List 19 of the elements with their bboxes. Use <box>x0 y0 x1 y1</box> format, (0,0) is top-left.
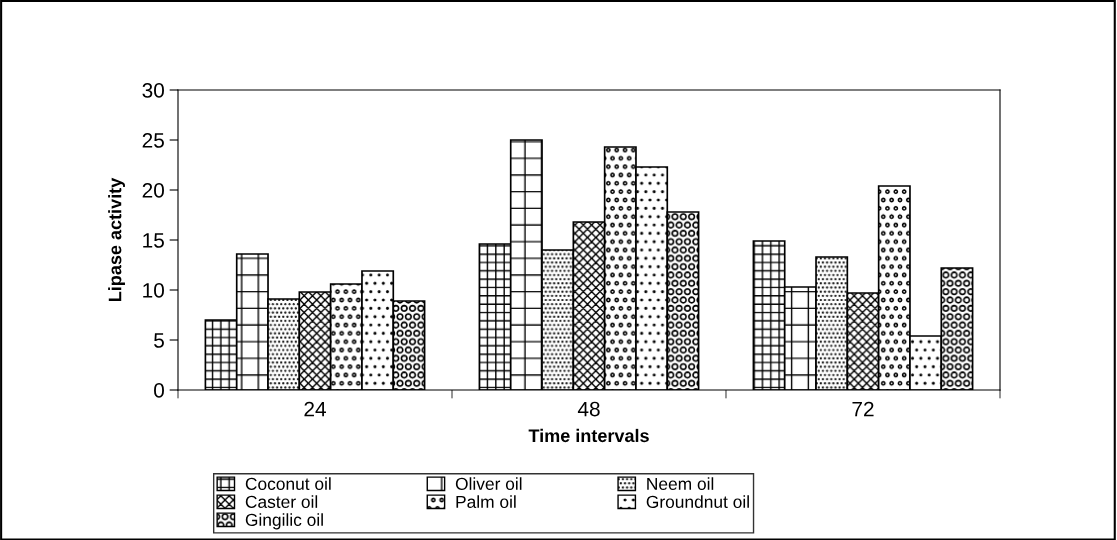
legend-label: Neem oil <box>647 477 714 490</box>
y-tick-label: 20 <box>142 183 164 198</box>
y-tick-label: 5 <box>154 333 164 348</box>
legend-label: Oliver oil <box>455 477 522 490</box>
legend-label: Caster oil <box>245 495 318 509</box>
y-tick-label: 25 <box>142 133 164 148</box>
legend-label: Groundnut oil <box>646 495 749 509</box>
legend-label: Palm oil <box>456 495 516 509</box>
x-axis-title: Time intervals <box>528 428 649 443</box>
y-axis-title: Lipase activity <box>108 177 125 302</box>
y-tick-label: 15 <box>143 233 164 248</box>
y-tick-label: 0 <box>154 383 164 398</box>
legend-label: Gingilic oil <box>245 513 323 530</box>
y-tick-label: 30 <box>142 83 164 98</box>
legend-label: Coconut oil <box>245 477 331 490</box>
x-tick-label: 24 <box>304 401 326 417</box>
y-tick-label: 10 <box>143 283 164 298</box>
x-tick-label: 72 <box>852 401 874 417</box>
x-tick-label: 48 <box>577 401 600 417</box>
